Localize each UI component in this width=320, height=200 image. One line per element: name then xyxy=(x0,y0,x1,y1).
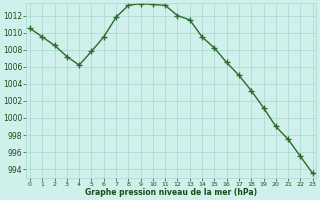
X-axis label: Graphe pression niveau de la mer (hPa): Graphe pression niveau de la mer (hPa) xyxy=(85,188,257,197)
